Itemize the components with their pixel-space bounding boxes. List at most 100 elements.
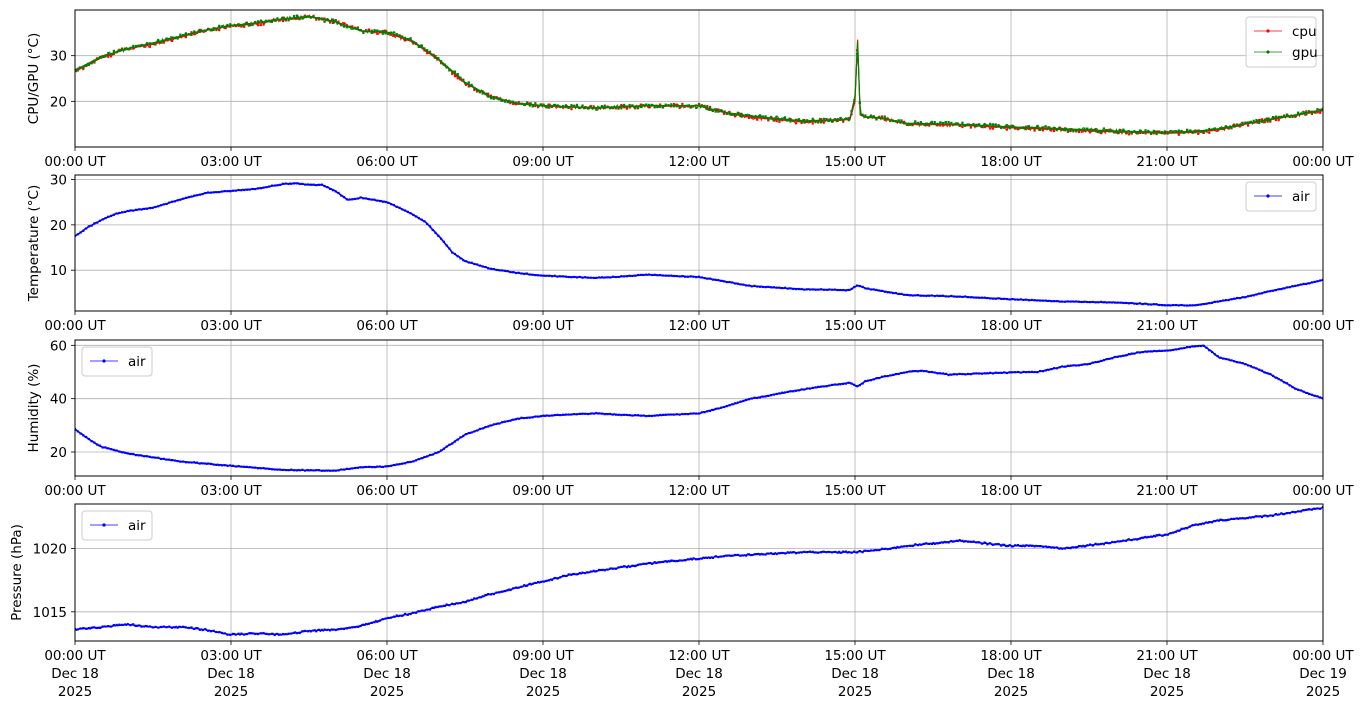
data-point [586, 106, 590, 109]
data-point [126, 209, 129, 213]
data-point [1235, 517, 1239, 520]
data-point [1002, 297, 1006, 300]
data-point [941, 541, 945, 544]
data-point [384, 200, 387, 204]
data-point [1097, 360, 1100, 363]
data-point [1100, 359, 1103, 363]
data-point [276, 184, 279, 187]
data-point [190, 33, 193, 37]
data-point [406, 461, 409, 464]
data-point [592, 276, 595, 279]
data-point [1124, 354, 1128, 357]
data-point [1108, 128, 1111, 131]
data-point [503, 100, 506, 103]
data-point [1022, 127, 1025, 130]
data-point [473, 88, 476, 92]
data-point [157, 626, 160, 629]
data-point [728, 110, 731, 114]
data-point [1260, 118, 1264, 121]
data-point [506, 270, 509, 273]
data-point [129, 209, 132, 212]
data-point [1294, 115, 1297, 118]
data-point [1258, 368, 1261, 371]
data-point [509, 419, 512, 422]
data-point [290, 468, 293, 471]
data-point [564, 275, 567, 278]
x-tick-label: 06:00 UT [356, 318, 418, 334]
data-point [955, 295, 959, 298]
data-point [1238, 123, 1241, 126]
data-point [129, 452, 132, 456]
data-point [584, 106, 587, 110]
data-point [467, 85, 470, 88]
data-point [187, 461, 190, 464]
data-point [684, 559, 687, 562]
data-point [800, 119, 803, 123]
data-point [1138, 351, 1142, 354]
data-point [936, 122, 939, 125]
data-point [575, 573, 579, 576]
data-point [1058, 366, 1061, 369]
data-point [462, 434, 465, 438]
data-point [226, 23, 229, 27]
data-point [315, 469, 318, 472]
data-point [695, 558, 698, 561]
data-point [750, 397, 753, 400]
data-point [650, 414, 653, 418]
data-point [1036, 544, 1039, 548]
data-point [1244, 122, 1247, 125]
data-point [132, 623, 135, 626]
data-point [148, 625, 151, 628]
data-point [1222, 299, 1225, 302]
data-point [1224, 357, 1228, 361]
data-point [1113, 540, 1117, 544]
data-point [1091, 361, 1094, 364]
data-point [770, 552, 773, 555]
data-point [323, 469, 326, 472]
data-point [600, 105, 604, 108]
data-point [243, 23, 246, 26]
data-point [154, 625, 157, 629]
data-point [589, 412, 592, 415]
data-point [562, 413, 565, 416]
data-point [564, 413, 567, 416]
data-point [908, 544, 911, 547]
data-point [670, 559, 673, 562]
legend-marker [102, 523, 106, 527]
data-point [686, 413, 690, 416]
data-point [1302, 110, 1305, 114]
data-point [789, 551, 792, 554]
data-point [390, 203, 393, 206]
data-point [567, 573, 570, 576]
data-point [1050, 368, 1053, 371]
data-point [1097, 543, 1100, 546]
data-point [517, 271, 520, 274]
data-point [1274, 289, 1277, 292]
data-point [1039, 128, 1042, 132]
data-point [603, 276, 606, 279]
data-point [914, 121, 917, 124]
data-point [193, 194, 196, 197]
data-point [362, 197, 365, 200]
data-point [989, 542, 992, 545]
data-point [1136, 302, 1139, 305]
data-point [265, 467, 268, 470]
data-point [972, 123, 975, 126]
data-point [739, 400, 742, 403]
data-point [950, 539, 953, 543]
data-point [534, 581, 537, 585]
data-point [745, 113, 748, 117]
data-point [539, 103, 543, 106]
data-point [867, 549, 870, 553]
data-point [256, 187, 260, 190]
data-point [75, 427, 77, 431]
data-point [1247, 124, 1250, 127]
data-point [1161, 534, 1164, 537]
data-point [1271, 374, 1275, 378]
data-point [997, 297, 1000, 300]
data-point [1014, 126, 1017, 129]
data-point [240, 465, 243, 468]
y-tick-label: 60 [50, 338, 67, 354]
data-point [1172, 348, 1175, 352]
data-point [689, 412, 692, 415]
